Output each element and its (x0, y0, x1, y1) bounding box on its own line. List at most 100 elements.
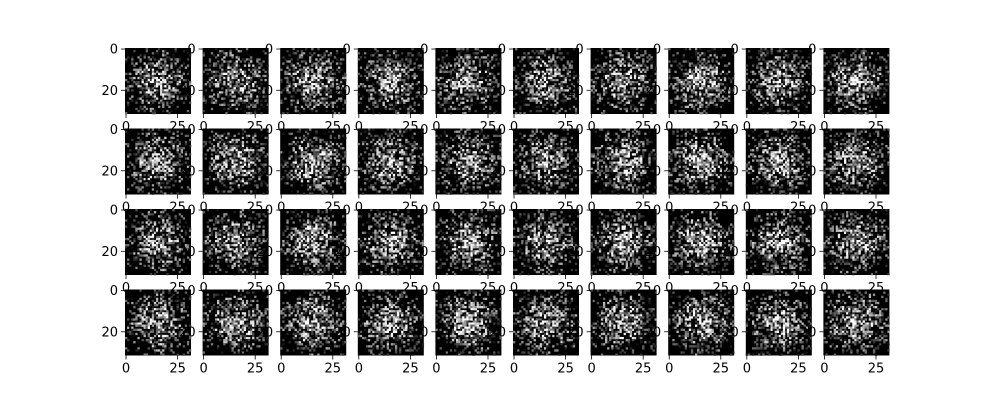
pixel (521, 68, 524, 71)
pixel (217, 136, 220, 140)
pixel (313, 83, 316, 86)
pixel (315, 85, 318, 88)
pixel (707, 103, 710, 106)
pixel (160, 153, 163, 156)
pixel (170, 66, 173, 69)
pixel (546, 68, 549, 71)
pixel (401, 66, 404, 69)
pixel (600, 111, 604, 115)
pixel (464, 81, 467, 84)
pixel (619, 83, 622, 86)
pixel (166, 76, 169, 80)
pixel (476, 56, 479, 59)
pixel (166, 186, 169, 189)
pixel (141, 155, 144, 158)
pixel (543, 62, 547, 65)
pixel (644, 87, 647, 90)
pixel (850, 103, 853, 106)
pixel (296, 62, 300, 65)
pixel (699, 83, 702, 86)
pixel (292, 48, 295, 51)
pixel (460, 56, 463, 59)
pixel (409, 58, 412, 61)
pixel (264, 182, 267, 185)
y-tick-label: 0 (110, 43, 118, 58)
pixel (292, 101, 295, 104)
pixel (243, 72, 247, 76)
pixel (237, 87, 240, 90)
pixel (331, 83, 335, 86)
pixel (243, 74, 247, 78)
pixel (380, 66, 383, 69)
pixel (237, 155, 240, 158)
pixel (386, 54, 389, 57)
pixel (701, 103, 704, 106)
pixel (668, 48, 671, 51)
pixel (243, 99, 247, 102)
pixel (697, 52, 700, 55)
pixel (153, 159, 157, 162)
pixel (441, 70, 444, 73)
pixel (497, 83, 500, 86)
pixel (844, 111, 847, 115)
pixel (333, 101, 337, 104)
pixel (229, 50, 232, 53)
pixel (856, 93, 859, 96)
pixel (172, 163, 175, 166)
pixel (623, 91, 626, 94)
pixel (158, 48, 161, 51)
pixel (844, 58, 847, 61)
pixel (247, 68, 251, 71)
pixel (399, 101, 402, 104)
pixel (166, 83, 169, 86)
pixel (556, 111, 559, 115)
pixel (225, 157, 228, 160)
pixel (723, 97, 727, 100)
y-tick-label: 0 (731, 43, 739, 58)
pixel (462, 81, 465, 84)
pixel (386, 81, 389, 84)
pixel (754, 89, 757, 92)
pixel (357, 85, 361, 88)
pixel (621, 50, 624, 53)
pixel (298, 83, 302, 86)
pixel (319, 85, 322, 88)
pixel (127, 188, 130, 191)
pixel (221, 83, 224, 86)
pixel (204, 153, 207, 156)
pixel (682, 93, 685, 96)
pixel (217, 157, 220, 160)
pixel (600, 83, 604, 86)
pixel (137, 81, 140, 84)
pixel (562, 101, 565, 104)
pixel (204, 64, 207, 67)
pixel (329, 76, 333, 80)
pixel (325, 97, 328, 100)
pixel (294, 142, 297, 146)
pixel (231, 72, 234, 76)
pixel (392, 107, 396, 111)
pixel (756, 64, 759, 67)
pixel (233, 180, 236, 183)
pixel (527, 103, 530, 106)
pixel (472, 78, 475, 82)
pixel (160, 145, 163, 148)
pixel (321, 78, 324, 82)
pixel (307, 103, 310, 106)
pixel (149, 81, 153, 84)
pixel (615, 89, 618, 92)
pixel (403, 99, 406, 102)
pixel (186, 178, 190, 181)
pixel (214, 136, 218, 140)
pixel (392, 81, 396, 84)
pixel (266, 184, 269, 187)
pixel (143, 151, 146, 154)
pixel (831, 74, 834, 78)
pixel (640, 107, 643, 111)
pixel (772, 68, 775, 71)
pixel (699, 81, 702, 84)
pixel (214, 62, 218, 65)
pixel (592, 95, 595, 98)
pixel (294, 70, 297, 73)
pixel (137, 157, 140, 160)
